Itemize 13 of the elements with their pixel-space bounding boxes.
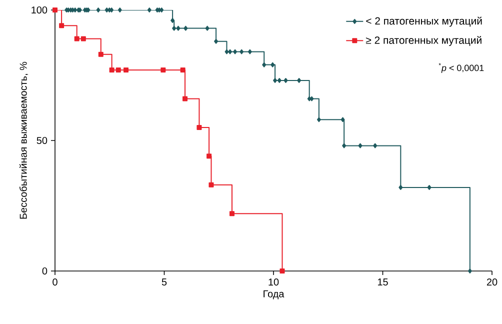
x-tick-label: 20	[486, 278, 498, 286]
y-axis-title: Бессобытийная выживаемость, %	[19, 62, 28, 219]
x-tick-label: 15	[378, 278, 388, 286]
legend-label: ≥ 2 патогенных мутаций	[366, 36, 482, 46]
y-tick-label: 0	[42, 267, 48, 275]
annotation: $^{*}$p < 0,0001	[438, 63, 484, 73]
y-tick-label: 50	[36, 136, 48, 144]
x-tick-label: 10	[268, 278, 279, 286]
legend-label: < 2 патогенных мутаций	[366, 16, 482, 27]
x-tick-label: 5	[162, 278, 167, 286]
x-axis-title: Года	[264, 290, 284, 300]
y-tick-label: 100	[32, 6, 48, 14]
x-tick-label: 0	[52, 278, 58, 286]
